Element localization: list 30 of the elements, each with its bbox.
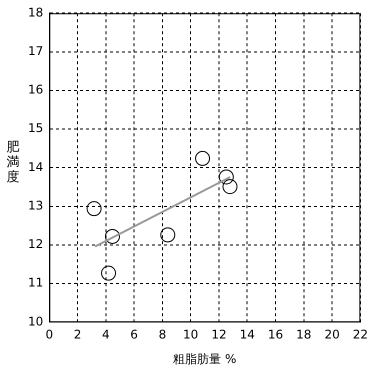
x-axis-title: 粗脂肪量 % [173, 352, 236, 366]
y-tick-label: 16 [28, 82, 44, 97]
x-tick-label: 10 [183, 328, 198, 342]
y-tick-label: 12 [28, 237, 44, 252]
x-tick-label: 20 [324, 328, 340, 342]
x-tick-label: 6 [130, 328, 138, 342]
point [86, 201, 102, 216]
point [160, 227, 176, 242]
x-tick-label: 14 [240, 328, 255, 342]
point [104, 228, 120, 244]
x-tick-label: 2 [74, 328, 82, 342]
y-tick-label: 17 [28, 44, 44, 58]
x-tick-label: 22 [352, 328, 368, 342]
x-tick-label: 18 [296, 328, 312, 342]
x-tick-label: 0 [45, 328, 54, 342]
y-tick-label: 13 [28, 198, 44, 212]
x-tick-label: 16 [268, 328, 284, 342]
y-tick-label: 10 [28, 314, 44, 328]
point [222, 179, 238, 194]
y-axis-title: 肥満度 [6, 140, 20, 185]
x-tick-label: 8 [158, 328, 166, 342]
point [195, 150, 210, 166]
point [101, 266, 116, 281]
point [218, 169, 234, 184]
x-tick-label: 4 [102, 328, 110, 342]
y-tick-label: 14 [28, 160, 44, 174]
y-tick-label: 18 [28, 5, 44, 20]
y-tick-label: 15 [28, 121, 44, 136]
x-tick-label: 12 [211, 328, 227, 342]
y-tick-label: 11 [28, 276, 44, 290]
